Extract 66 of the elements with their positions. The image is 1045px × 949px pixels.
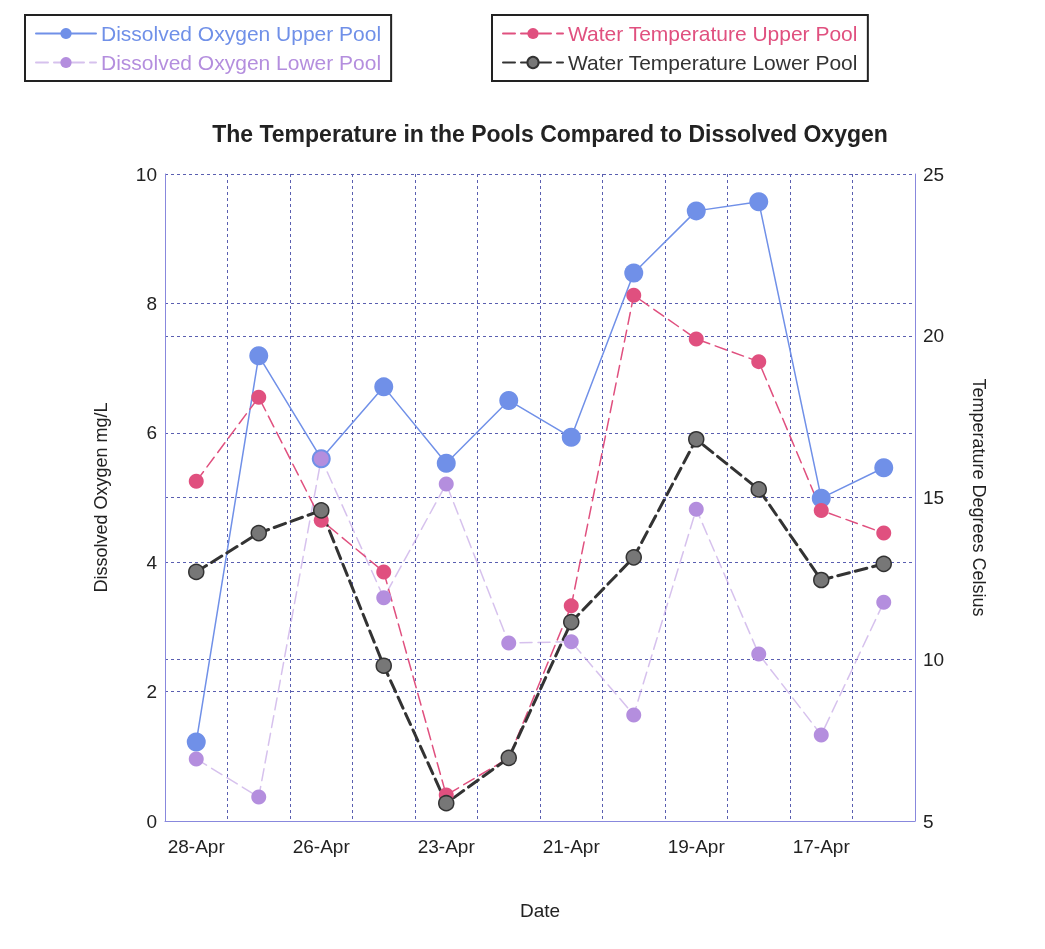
point: [376, 590, 392, 606]
point: [501, 635, 517, 651]
point: [251, 389, 267, 405]
point: [436, 453, 456, 473]
legend-label: Water Temperature Upper Pool: [568, 22, 858, 45]
point: [876, 594, 892, 610]
y-tick-label: 10: [135, 163, 157, 185]
y2-tick-label: 10: [923, 648, 945, 670]
point: [813, 502, 829, 518]
point: [374, 377, 394, 397]
y2-tick-label: 20: [923, 325, 945, 347]
point: [625, 549, 642, 566]
point: [438, 476, 454, 492]
x-tick-label: 28-Apr: [167, 836, 226, 857]
y2-tick-label: 15: [923, 487, 945, 508]
point: [499, 390, 519, 410]
point: [188, 473, 204, 489]
point: [813, 727, 829, 743]
point: [624, 263, 644, 283]
point: [749, 192, 769, 212]
chart-title: The Temperature in the Pools Compared to Dissolved Oxygen: [212, 120, 888, 147]
point: [186, 732, 206, 752]
point: [688, 501, 704, 517]
point: [563, 598, 579, 614]
legend-label: Dissolved Oxygen Lower Pool: [101, 51, 382, 74]
legend-label: Dissolved Oxygen Upper Pool: [101, 22, 382, 45]
point: [876, 525, 892, 541]
point: [751, 646, 767, 662]
point: [188, 751, 204, 767]
point: [626, 707, 642, 723]
y-axis-title: Dissolved Oxygen mg/L: [91, 402, 111, 593]
x-tick-label: 17-Apr: [792, 836, 851, 857]
point: [561, 427, 581, 447]
point: [875, 555, 892, 573]
y2-tick-label: 5: [923, 810, 934, 832]
y-tick-label: 8: [146, 292, 157, 314]
point: [249, 346, 269, 366]
y2-axis-title: Temperature Degrees Celsius: [969, 378, 989, 617]
point: [688, 431, 705, 448]
point: [313, 502, 330, 519]
point: [688, 331, 704, 347]
y2-tick-label: 25: [923, 163, 945, 185]
point: [250, 524, 267, 542]
x-tick-label: 26-Apr: [292, 836, 351, 857]
point: [251, 789, 267, 805]
point: [188, 563, 205, 581]
legend-label: Water Temperature Lower Pool: [568, 51, 858, 74]
x-axis-title: Date: [519, 900, 561, 921]
y-tick-label: 2: [146, 681, 157, 703]
x-tick-label: 21-Apr: [542, 836, 601, 857]
y-tick-label: 6: [146, 422, 157, 444]
point: [686, 201, 706, 221]
x-tick-label: 19-Apr: [667, 836, 726, 857]
point: [874, 458, 894, 478]
y-tick-label: 0: [146, 810, 157, 832]
point: [438, 794, 455, 812]
point: [563, 613, 580, 631]
x-tick-label: 23-Apr: [417, 836, 476, 857]
point: [375, 657, 392, 674]
point: [563, 634, 579, 650]
point: [750, 481, 767, 498]
y-tick-label: 4: [146, 551, 158, 573]
point: [751, 354, 767, 370]
point: [813, 571, 830, 589]
point: [376, 564, 392, 580]
point: [626, 287, 642, 303]
